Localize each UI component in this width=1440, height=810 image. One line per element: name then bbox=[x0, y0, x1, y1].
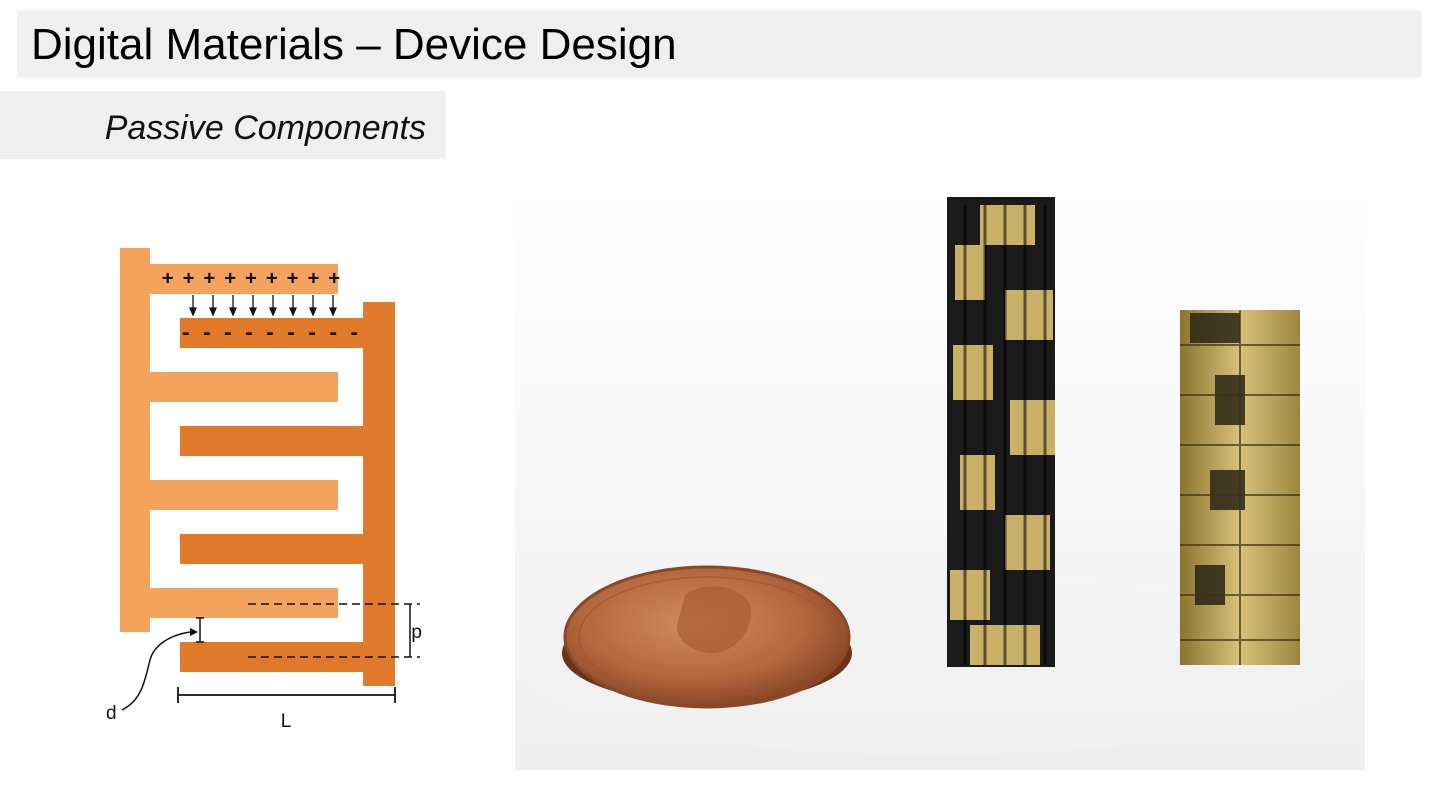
plus-charges: +++++++++ bbox=[162, 267, 340, 289]
pitch-annotation bbox=[248, 603, 420, 658]
slide-subtitle: Passive Components bbox=[104, 109, 426, 147]
gap-annotation bbox=[121, 617, 204, 711]
left-electrode bbox=[120, 248, 338, 632]
title-bar: Digital Materials – Device Design bbox=[17, 10, 1422, 78]
interdigitated-capacitor-diagram: +++++++++ - - - - - - - - - p d L bbox=[106, 248, 422, 732]
subtitle-bar: Passive Components bbox=[0, 91, 446, 159]
short-capacitor-stack bbox=[1180, 310, 1300, 665]
label-p: p bbox=[411, 622, 422, 643]
tall-capacitor-stack bbox=[947, 197, 1055, 667]
minus-charges: - - - - - - - - - bbox=[180, 322, 360, 344]
label-L: L bbox=[281, 711, 292, 732]
label-d: d bbox=[106, 703, 117, 724]
gap-arrowhead bbox=[190, 628, 198, 636]
field-arrows bbox=[189, 295, 337, 317]
right-electrode bbox=[180, 302, 395, 686]
capacitor-photo bbox=[515, 185, 1365, 770]
penny-coin bbox=[562, 565, 852, 709]
slide-title: Digital Materials – Device Design bbox=[31, 20, 677, 69]
length-annotation bbox=[177, 687, 396, 703]
